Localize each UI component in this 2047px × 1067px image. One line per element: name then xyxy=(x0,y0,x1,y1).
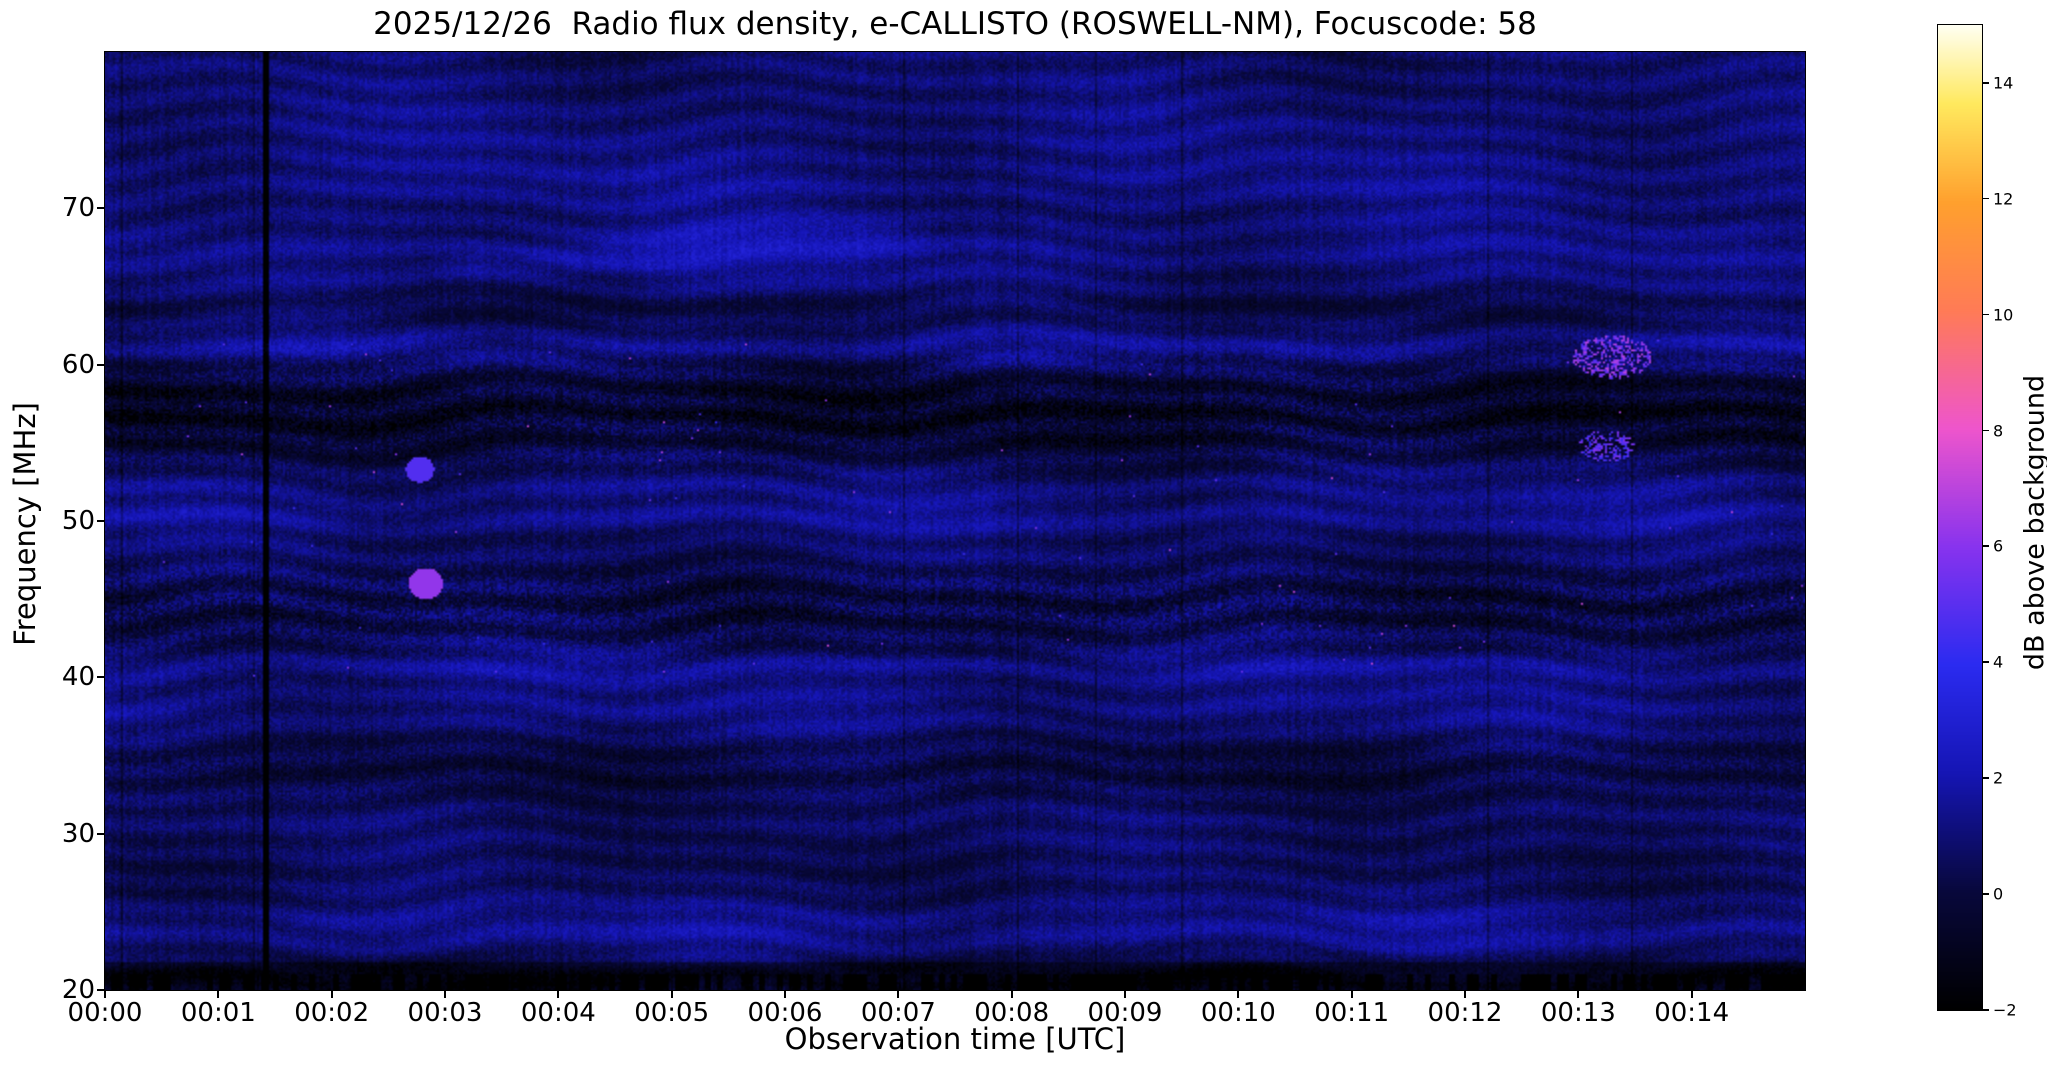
x-tick-mark xyxy=(1464,990,1466,998)
colorbar-tick-label: 2 xyxy=(1993,768,2004,788)
colorbar-tick-label: 6 xyxy=(1993,536,2004,556)
x-tick-label: 00:06 xyxy=(747,998,823,1028)
y-tick-mark xyxy=(97,676,105,679)
x-tick-mark xyxy=(217,990,220,998)
x-tick-mark xyxy=(1350,990,1353,998)
x-tick-label: 00:04 xyxy=(520,998,596,1028)
x-tick-mark xyxy=(557,990,560,998)
x-tick-mark xyxy=(104,990,106,998)
colorbar-tick-mark xyxy=(1982,1009,1989,1011)
x-tick-mark xyxy=(1577,990,1580,998)
x-tick-label: 00:03 xyxy=(407,998,483,1028)
x-tick-mark xyxy=(444,990,446,998)
x-tick-label: 00:10 xyxy=(1200,998,1276,1028)
x-tick-mark xyxy=(784,990,786,998)
colorbar-tick-mark xyxy=(1982,661,1989,663)
colorbar-tick-mark xyxy=(1982,197,1989,200)
x-tick-mark xyxy=(1124,990,1126,998)
colorbar-tick-label: 0 xyxy=(1993,884,2004,904)
x-tick-label: 00:12 xyxy=(1427,998,1503,1028)
chart-title: 2025/12/26 Radio flux density, e-CALLIST… xyxy=(373,6,1537,42)
spectrogram-plot xyxy=(104,51,1806,991)
x-tick-label: 00:13 xyxy=(1540,998,1616,1028)
colorbar-tick-label: 4 xyxy=(1993,652,2004,672)
colorbar-label: dB above background xyxy=(2019,374,2047,671)
x-tick-mark xyxy=(1237,990,1240,998)
colorbar-tick-label: 8 xyxy=(1993,421,2004,441)
x-tick-label: 00:00 xyxy=(67,998,143,1028)
x-tick-label: 00:08 xyxy=(974,998,1050,1028)
colorbar-tick-label: −2 xyxy=(1993,1000,2017,1020)
y-tick-mark xyxy=(97,989,105,991)
colorbar-tick-label: 12 xyxy=(1993,189,2014,209)
x-tick-mark xyxy=(670,990,673,998)
colorbar-tick-mark xyxy=(1982,777,1989,779)
x-tick-mark xyxy=(1690,990,1693,998)
x-tick-mark xyxy=(1010,990,1013,998)
x-tick-label: 00:05 xyxy=(634,998,710,1028)
colorbar-canvas xyxy=(1938,25,1982,1010)
colorbar-tick-label: 14 xyxy=(1993,73,2014,93)
colorbar-tick-mark xyxy=(1982,81,1989,84)
y-tick-mark xyxy=(97,520,105,522)
x-tick-label: 00:11 xyxy=(1314,998,1390,1028)
y-tick-label: 70 xyxy=(61,193,95,224)
x-tick-label: 00:01 xyxy=(180,998,256,1028)
colorbar-tick-mark xyxy=(1982,429,1989,432)
spectrogram-canvas xyxy=(105,52,1805,990)
x-tick-label: 00:14 xyxy=(1654,998,1730,1028)
colorbar xyxy=(1937,24,1983,1011)
x-tick-label: 00:09 xyxy=(1087,998,1163,1028)
y-tick-mark xyxy=(97,207,105,210)
x-tick-label: 00:07 xyxy=(860,998,936,1028)
x-tick-label: 00:02 xyxy=(294,998,370,1028)
x-tick-mark xyxy=(897,990,900,998)
y-tick-label: 60 xyxy=(61,349,95,380)
x-axis-label: Observation time [UTC] xyxy=(784,1022,1126,1056)
colorbar-tick-mark xyxy=(1982,313,1989,316)
y-tick-label: 50 xyxy=(61,506,95,536)
y-tick-mark xyxy=(97,832,105,835)
y-tick-mark xyxy=(97,363,105,366)
y-tick-label: 40 xyxy=(61,662,95,693)
colorbar-tick-mark xyxy=(1982,893,1989,895)
x-tick-mark xyxy=(330,990,333,998)
y-tick-label: 30 xyxy=(61,818,95,849)
colorbar-tick-mark xyxy=(1982,545,1989,548)
y-tick-label: 20 xyxy=(61,975,95,1005)
colorbar-tick-label: 10 xyxy=(1993,305,2014,325)
